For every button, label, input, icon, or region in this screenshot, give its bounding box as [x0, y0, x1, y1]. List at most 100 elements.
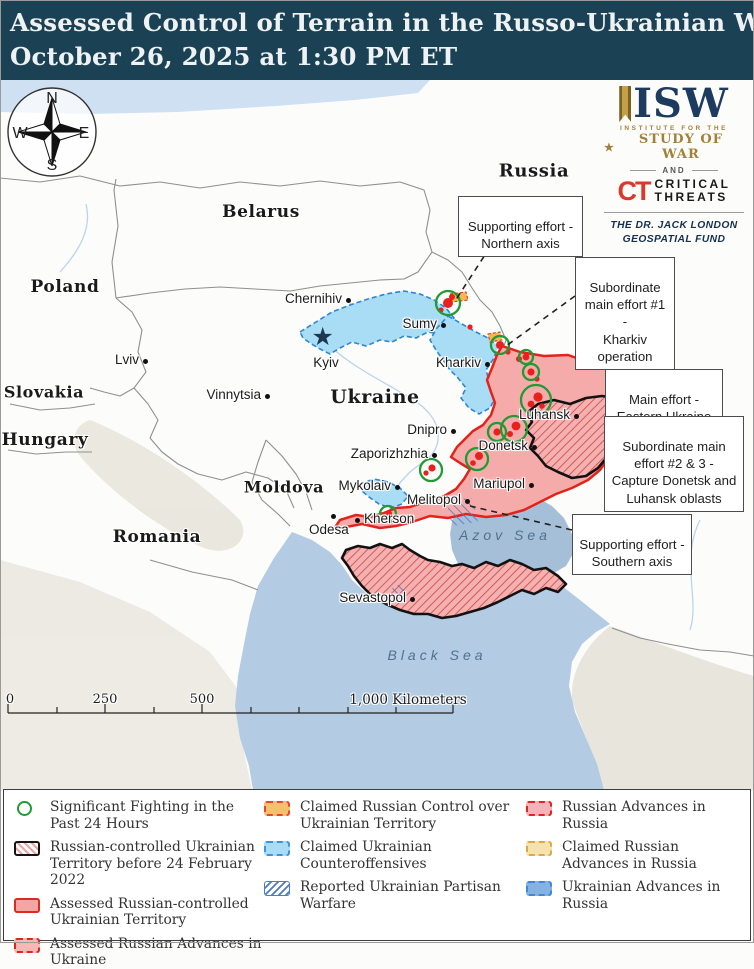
- city-dot-icon: [573, 413, 579, 419]
- isw-terrain-map-page: { "title": { "line1": "Assessed Control …: [0, 0, 754, 943]
- legend-item: Ukrainian Advances in Russia: [526, 879, 746, 912]
- city-label: Kherson: [364, 511, 415, 526]
- legend-label: Claimed Ukrainian Counteroffensives: [300, 839, 432, 872]
- legend-label: Assessed Russian Advances in Ukraine: [50, 935, 262, 969]
- city-label: Dnipro: [407, 422, 447, 437]
- legend-label: Claimed Russian Control over Ukrainian T…: [300, 799, 510, 832]
- city-dot-icon: [464, 498, 470, 504]
- country-label: Moldova: [243, 477, 325, 497]
- scale-bar: [7, 704, 454, 714]
- isw-wordmark: ISW: [633, 80, 729, 127]
- legend-item: Russian Advances in Russia: [526, 799, 746, 832]
- callout-box: Supporting effort - Southern axis: [572, 514, 692, 576]
- city-dot-icon: [312, 325, 334, 350]
- isw-study-of-war: STUDY OF WAR: [638, 132, 723, 162]
- claimed-ukrainian-counteroffensives: [299, 290, 499, 509]
- country-borders: [0, 175, 754, 657]
- country-label: Poland: [30, 277, 100, 297]
- pre2022-russian-controlled: [340, 394, 628, 620]
- city-dot-icon: [409, 596, 415, 602]
- legend-swatch-icon: [526, 801, 552, 816]
- compass-w: W: [12, 125, 28, 142]
- legend-column-1: Significant Fighting in the Past 24 Hour…: [14, 799, 264, 968]
- city-dot-icon: [440, 322, 446, 328]
- legend-swatch-icon: [264, 881, 290, 897]
- city-label: Mariupol: [473, 476, 525, 491]
- legend-item: Assessed Russian-controlled Ukrainian Te…: [14, 896, 264, 929]
- scalebar-tick-label: 250: [92, 692, 118, 707]
- city-dot-icon: [484, 361, 490, 367]
- country-label: Romania: [112, 527, 202, 547]
- partisan-warfare-marks: [392, 498, 478, 596]
- legend-label: Reported Ukrainian Partisan Warfare: [300, 879, 501, 912]
- city-label: Zaporizhzhia: [350, 446, 428, 461]
- divider-line: [630, 170, 657, 171]
- country-label: Slovakia: [3, 382, 85, 402]
- callout-box: Subordinate main effort #1 - Kharkiv ope…: [575, 257, 675, 370]
- page-subtitle-date: October 26, 2025 at 1:30 PM ET: [10, 42, 458, 71]
- city-dot-icon: [142, 358, 148, 364]
- compass-n: N: [46, 90, 58, 107]
- ct-critical: CRITICAL: [654, 177, 731, 191]
- country-label: Russia: [498, 160, 570, 182]
- legend-label: Claimed Russian Advances in Russia: [562, 839, 697, 872]
- legend-swatch-icon: [526, 881, 552, 897]
- compass-s: S: [47, 157, 58, 174]
- sea-label: Black Sea: [387, 647, 487, 663]
- scalebar-km-label: 1,000 Kilometers: [349, 692, 467, 708]
- legend-item: Reported Ukrainian Partisan Warfare: [264, 879, 526, 912]
- divider-line: [691, 170, 718, 171]
- crimea-hatched: [340, 542, 568, 620]
- city-label: Donetsk: [478, 438, 528, 453]
- legend-item: Claimed Russian Advances in Russia: [526, 839, 746, 872]
- legend-label: Significant Fighting in the Past 24 Hour…: [50, 799, 235, 832]
- country-label: Hungary: [1, 430, 89, 450]
- scalebar-tick-label: 500: [189, 692, 215, 707]
- country-label: Ukraine: [330, 386, 420, 408]
- city-dot-icon: [394, 484, 400, 490]
- legend-column-2: Claimed Russian Control over Ukrainian T…: [264, 799, 526, 938]
- donbas-hatched: [524, 394, 628, 480]
- ct-threats: THREATS: [654, 190, 728, 204]
- city-label: Sevastopol: [339, 590, 406, 605]
- legend-item: Claimed Ukrainian Counteroffensives: [264, 839, 526, 872]
- compass-rose: N S W E: [7, 87, 97, 177]
- legend-label: Ukrainian Advances in Russia: [562, 879, 721, 912]
- city-dot-icon: [264, 393, 270, 399]
- sea-label: Azov Sea: [459, 527, 551, 543]
- black-sea-shape: [235, 532, 610, 790]
- city-dot-icon: [330, 513, 336, 519]
- country-label: Belarus: [222, 202, 300, 222]
- city-label: Kyiv: [313, 355, 339, 370]
- legend-item: Claimed Russian Control over Ukrainian T…: [264, 799, 526, 832]
- legend-swatch-icon: [526, 841, 552, 857]
- page-title: Assessed Control of Terrain in the Russo…: [10, 8, 754, 37]
- legend-column-3: Russian Advances in Russia Claimed Russi…: [526, 799, 746, 938]
- fund-line2: GEOSPATIAL FUND: [622, 234, 726, 245]
- city-label: Luhansk: [518, 407, 570, 422]
- city-dot-icon: [531, 444, 537, 450]
- city-label: Odesa: [309, 522, 349, 537]
- fund-line1: THE DR. JACK LONDON: [610, 220, 738, 231]
- city-label: Vinnytsia: [206, 387, 261, 402]
- city-dot-icon: [528, 482, 534, 488]
- legend-swatch-icon: [14, 937, 40, 953]
- legend-label: Russian-controlled Ukrainian Territory b…: [50, 839, 255, 889]
- legend-swatch-icon: [264, 801, 290, 816]
- city-label: Kharkiv: [435, 355, 481, 370]
- legend-item: Assessed Russian Advances in Ukraine: [14, 936, 264, 969]
- isw-institute-line: INSTITUTE FOR THE: [619, 125, 729, 132]
- legend-item: Significant Fighting in the Past 24 Hour…: [14, 799, 264, 832]
- title-bar: Assessed Control of Terrain in the Russo…: [0, 0, 754, 80]
- significant-fighting-circles: [378, 289, 553, 524]
- callout-box: Subordinate main effort #2 & 3 - Capture…: [604, 416, 744, 512]
- map-legend: Significant Fighting in the Past 24 Hour…: [3, 789, 751, 968]
- city-label: Sumy: [402, 316, 437, 331]
- city-dot-icon: [450, 428, 456, 434]
- isw-ct-logo: ISW INSTITUTE FOR THE ★ STUDY OF WAR AND…: [604, 84, 744, 247]
- logo-and: AND: [662, 166, 686, 175]
- legend-item: Russian-controlled Ukrainian Territory b…: [14, 839, 264, 889]
- scalebar-tick-label: 0: [5, 692, 15, 707]
- city-label: Melitopol: [406, 492, 461, 507]
- city-dot-icon: [431, 452, 437, 458]
